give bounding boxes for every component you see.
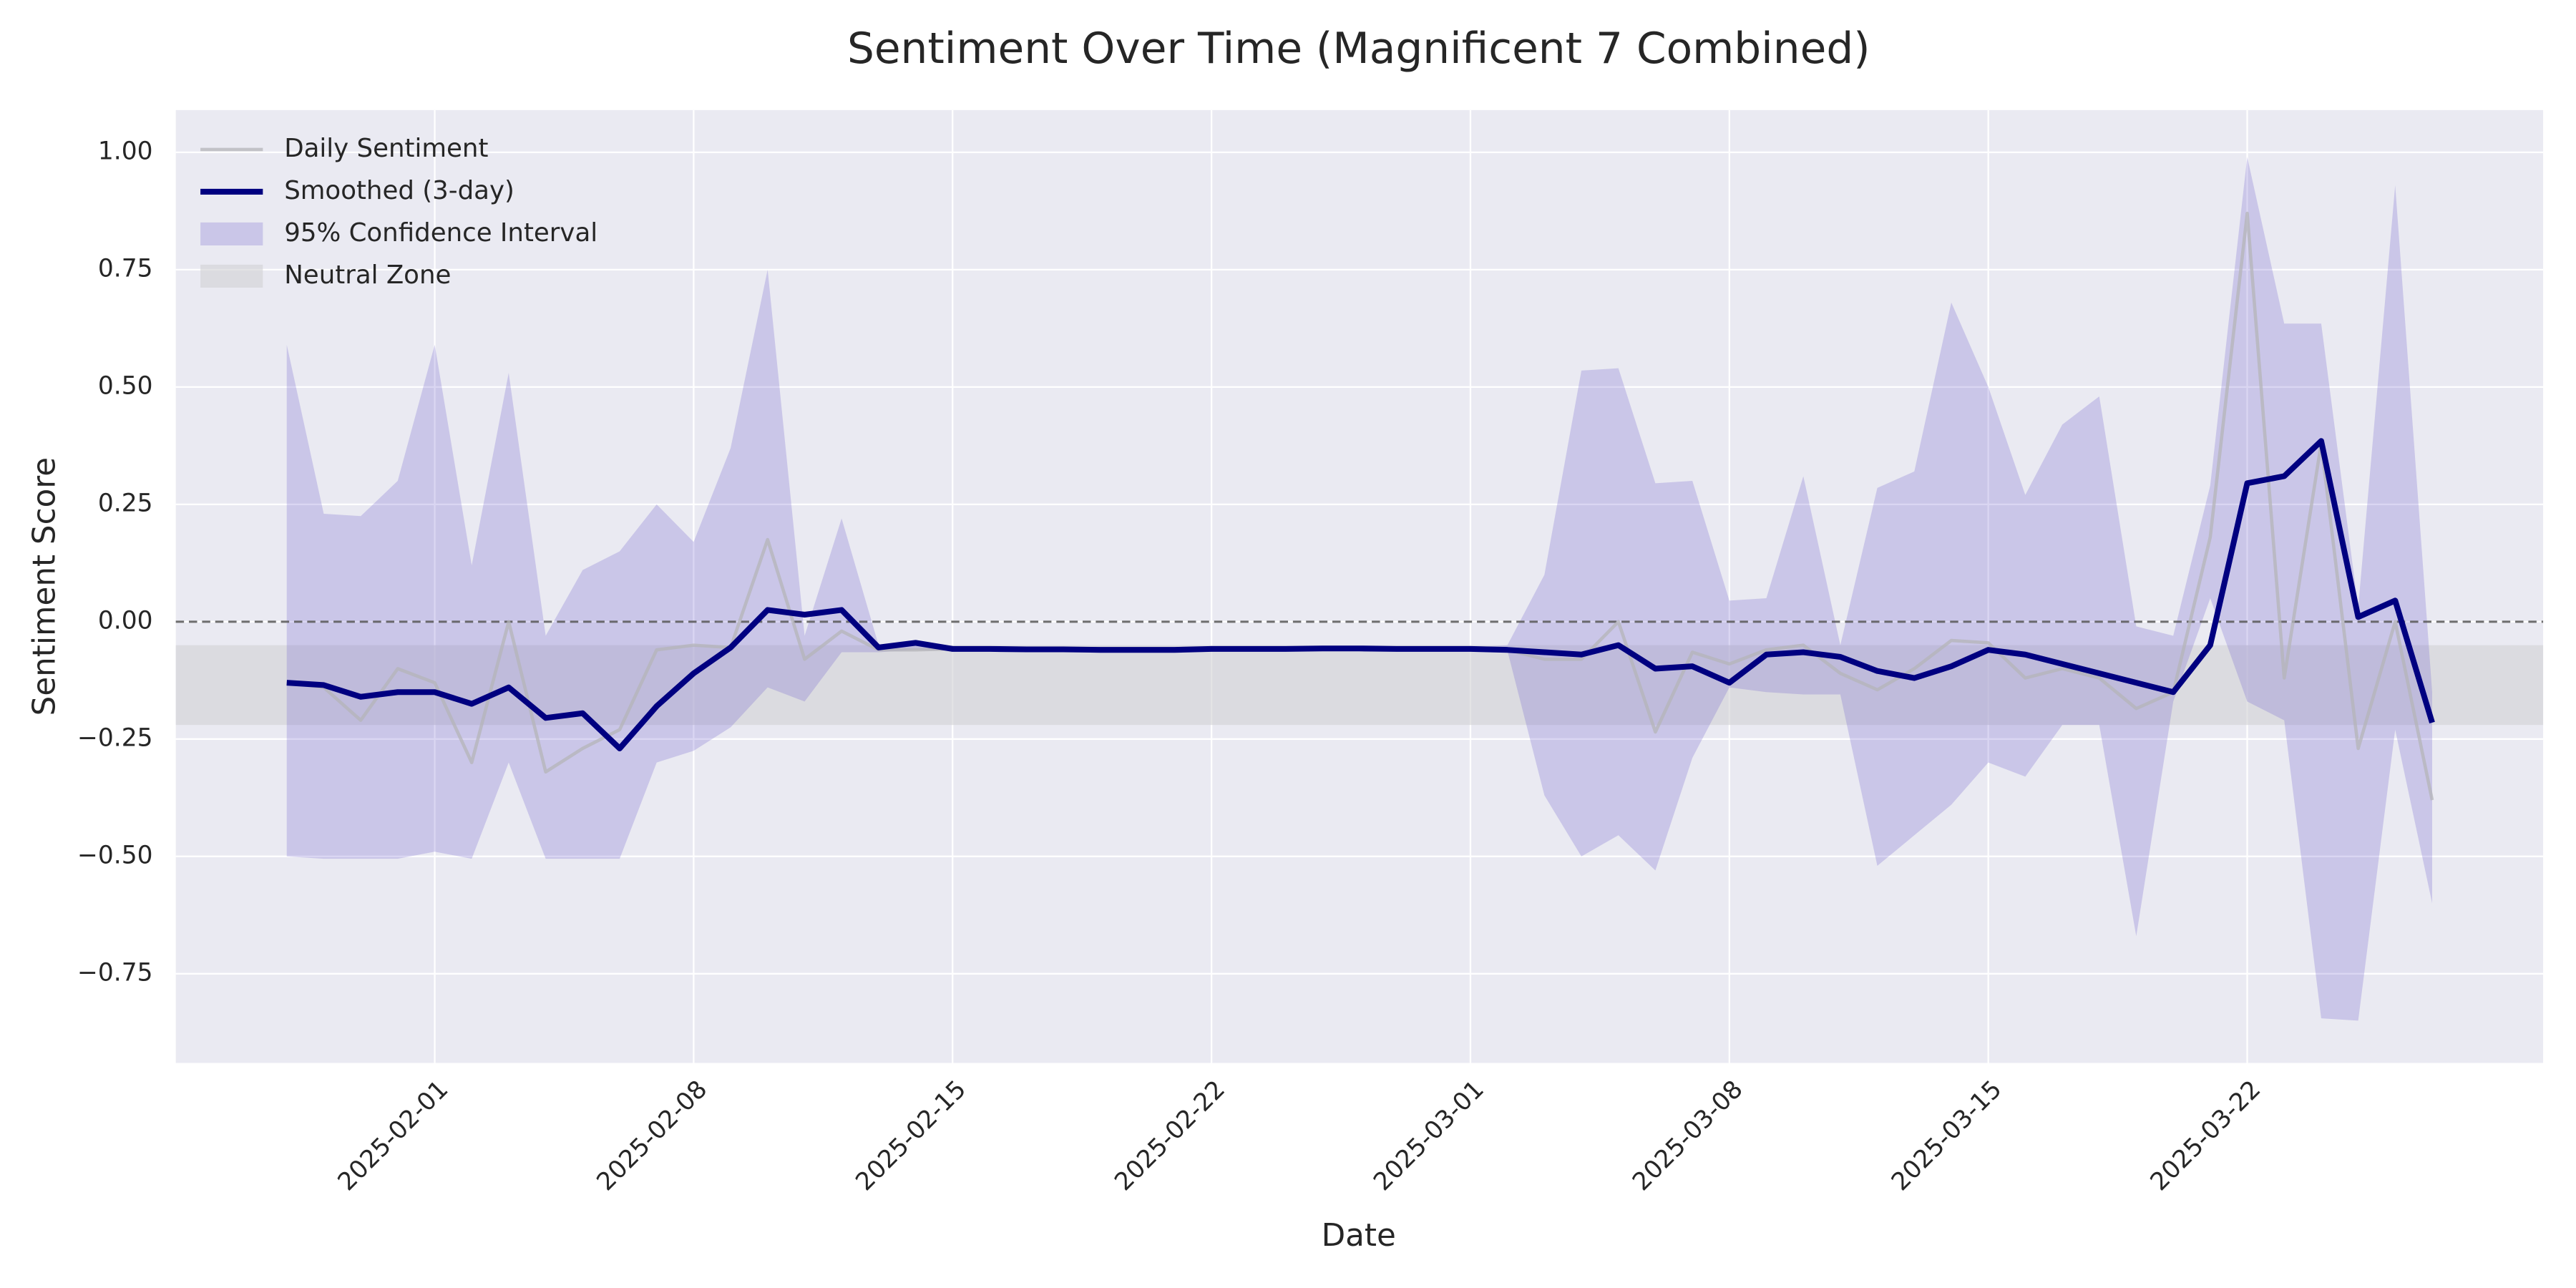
y-tick-label: 1.00 (98, 137, 153, 165)
legend-label: Daily Sentiment (284, 134, 488, 163)
y-tick-label: −0.75 (77, 958, 152, 987)
chart-title: Sentiment Over Time (Magnificent 7 Combi… (847, 24, 1870, 74)
y-tick-label: −0.50 (77, 841, 152, 869)
x-axis-label: Date (1322, 1218, 1396, 1254)
y-axis-label: Sentiment Score (26, 457, 62, 716)
series-line (286, 438, 2435, 751)
legend: Daily Sentiment Smoothed (3-day) 95% Confi… (200, 134, 597, 290)
y-tick-label: −0.25 (77, 723, 152, 752)
legend-label: 95% Confidence Interval (284, 218, 597, 248)
y-tick-label: 0.50 (98, 371, 153, 400)
legend-swatch (200, 264, 263, 288)
y-tick-label: 0.25 (98, 489, 153, 517)
legend-swatch (200, 222, 263, 246)
confidence-band (286, 157, 2432, 1021)
y-tick-label: 0.75 (98, 254, 153, 283)
y-tick-label: 0.00 (98, 606, 153, 635)
legend-label: Smoothed (3-day) (284, 176, 514, 205)
legend-label: Neutral Zone (284, 260, 451, 290)
